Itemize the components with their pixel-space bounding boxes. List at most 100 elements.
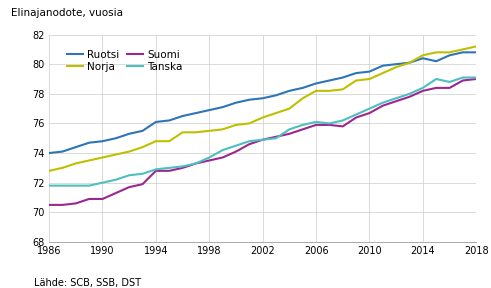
Suomi xyxy=(113,191,119,195)
Ruotsi xyxy=(367,70,373,73)
Suomi xyxy=(433,86,439,90)
Norja xyxy=(286,107,292,110)
Norja xyxy=(126,150,132,153)
Suomi xyxy=(246,143,252,146)
Suomi xyxy=(139,182,145,186)
Line: Suomi: Suomi xyxy=(49,79,476,205)
Suomi xyxy=(126,185,132,189)
Suomi xyxy=(313,123,319,127)
Tanska xyxy=(286,128,292,131)
Ruotsi xyxy=(260,96,266,100)
Ruotsi xyxy=(407,61,412,65)
Suomi xyxy=(233,150,239,153)
Tanska xyxy=(206,156,212,159)
Ruotsi xyxy=(433,60,439,63)
Norja xyxy=(46,169,52,173)
Suomi xyxy=(206,159,212,162)
Tanska xyxy=(340,119,346,122)
Tanska xyxy=(327,122,332,125)
Suomi xyxy=(393,99,399,103)
Suomi xyxy=(300,128,306,131)
Tanska xyxy=(113,178,119,181)
Ruotsi xyxy=(327,79,332,82)
Ruotsi xyxy=(313,82,319,85)
Norja xyxy=(73,162,79,165)
Suomi xyxy=(166,169,172,173)
Tanska xyxy=(73,184,79,187)
Norja xyxy=(206,129,212,132)
Tanska xyxy=(233,144,239,147)
Tanska xyxy=(433,77,439,81)
Tanska xyxy=(260,138,266,141)
Ruotsi xyxy=(447,54,453,57)
Norja xyxy=(193,130,199,134)
Suomi xyxy=(420,89,426,92)
Suomi xyxy=(219,156,225,159)
Tanska xyxy=(180,165,186,168)
Tanska xyxy=(246,139,252,143)
Tanska xyxy=(420,86,426,90)
Legend: Ruotsi, Norja, Suomi, Tanska: Ruotsi, Norja, Suomi, Tanska xyxy=(63,46,187,76)
Suomi xyxy=(340,125,346,128)
Ruotsi xyxy=(300,86,306,90)
Tanska xyxy=(367,107,373,110)
Norja xyxy=(380,71,386,75)
Ruotsi xyxy=(59,150,65,153)
Line: Ruotsi: Ruotsi xyxy=(49,52,476,153)
Suomi xyxy=(59,203,65,206)
Tanska xyxy=(100,181,106,184)
Ruotsi xyxy=(380,64,386,67)
Tanska xyxy=(166,166,172,170)
Tanska xyxy=(460,76,466,79)
Ruotsi xyxy=(206,108,212,112)
Norja xyxy=(59,166,65,170)
Norja xyxy=(407,61,412,65)
Tanska xyxy=(193,162,199,165)
Norja xyxy=(139,145,145,149)
Suomi xyxy=(407,95,412,98)
Norja xyxy=(180,130,186,134)
Tanska xyxy=(86,184,92,187)
Norja xyxy=(300,96,306,100)
Ruotsi xyxy=(153,120,159,124)
Suomi xyxy=(46,203,52,206)
Suomi xyxy=(73,202,79,205)
Line: Tanska: Tanska xyxy=(49,77,476,186)
Suomi xyxy=(367,111,373,115)
Norja xyxy=(100,156,106,159)
Suomi xyxy=(327,123,332,127)
Tanska xyxy=(473,76,479,79)
Ruotsi xyxy=(46,151,52,155)
Norja xyxy=(166,139,172,143)
Norja xyxy=(219,128,225,131)
Norja xyxy=(313,89,319,92)
Suomi xyxy=(273,135,279,139)
Norja xyxy=(233,123,239,127)
Tanska xyxy=(139,172,145,175)
Norja xyxy=(246,122,252,125)
Ruotsi xyxy=(113,137,119,140)
Tanska xyxy=(300,123,306,127)
Tanska xyxy=(153,168,159,171)
Ruotsi xyxy=(246,98,252,101)
Ruotsi xyxy=(86,141,92,144)
Suomi xyxy=(380,104,386,107)
Tanska xyxy=(447,80,453,84)
Suomi xyxy=(193,162,199,165)
Suomi xyxy=(180,166,186,170)
Norja xyxy=(153,139,159,143)
Tanska xyxy=(353,113,359,116)
Tanska xyxy=(313,120,319,124)
Tanska xyxy=(219,148,225,152)
Ruotsi xyxy=(420,56,426,60)
Norja xyxy=(460,48,466,51)
Ruotsi xyxy=(460,51,466,54)
Ruotsi xyxy=(473,51,479,54)
Suomi xyxy=(260,138,266,141)
Ruotsi xyxy=(219,105,225,109)
Ruotsi xyxy=(166,119,172,122)
Text: Elinajanodote, vuosia: Elinajanodote, vuosia xyxy=(11,8,123,18)
Tanska xyxy=(59,184,65,187)
Ruotsi xyxy=(100,139,106,143)
Suomi xyxy=(447,86,453,90)
